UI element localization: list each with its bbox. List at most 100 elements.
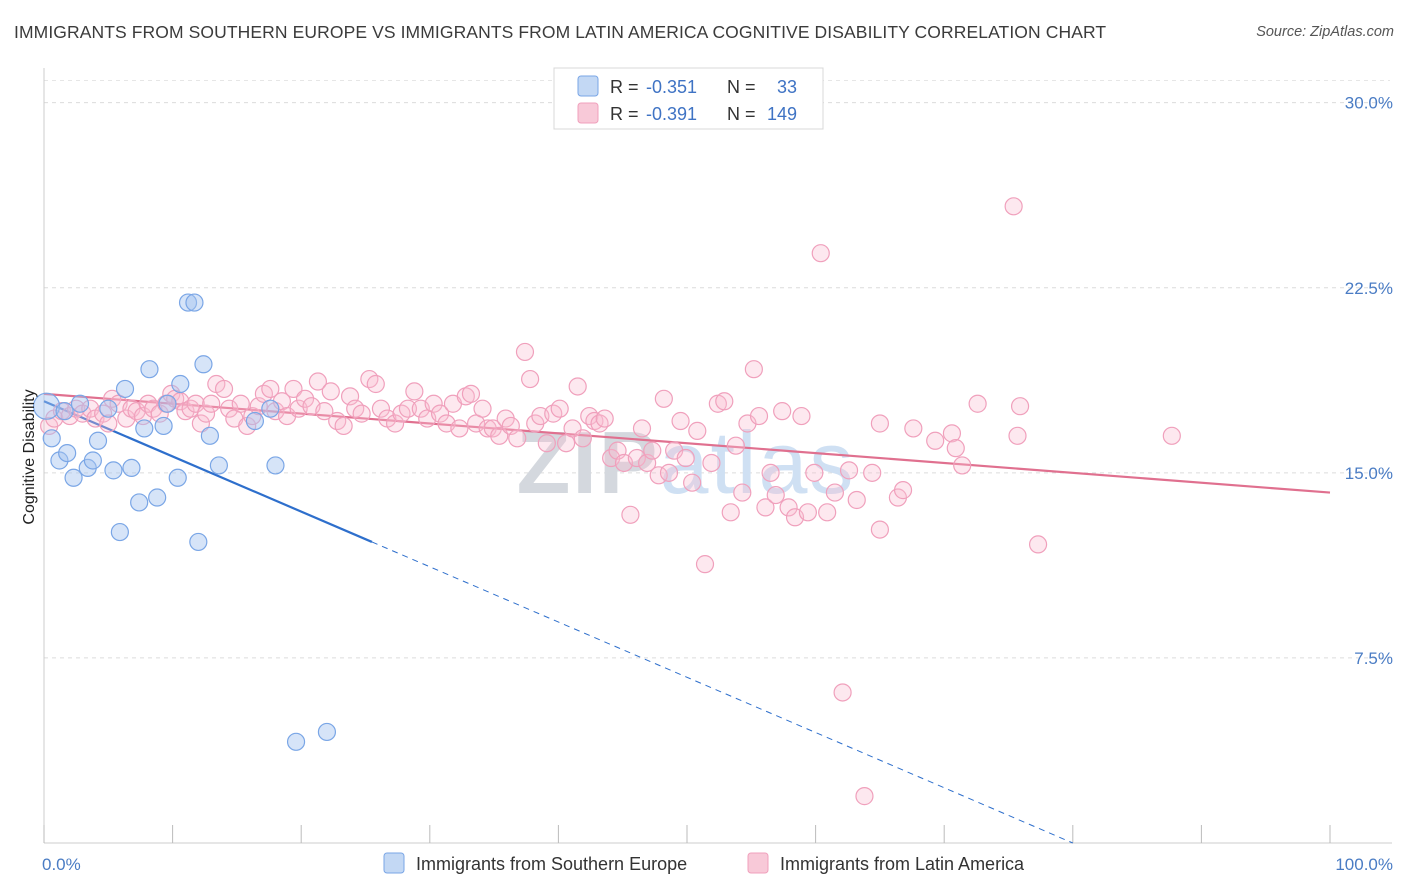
point-latin-america-68: [450, 419, 469, 438]
point-southern-europe-18: [148, 488, 167, 507]
point-southern-europe-9: [88, 431, 108, 450]
point-latin-america-42: [284, 379, 303, 399]
point-latin-america-30: [214, 379, 234, 399]
point-latin-america-9: [99, 414, 118, 433]
point-latin-america-46: [308, 372, 328, 391]
point-latin-america-116: [733, 483, 752, 502]
point-latin-america-113: [715, 392, 734, 411]
grid-lines: [44, 79, 1390, 659]
point-latin-america-75: [490, 426, 509, 445]
point-latin-america-135: [855, 787, 874, 806]
point-southern-europe-10: [99, 399, 118, 418]
point-latin-america-31: [220, 399, 239, 418]
point-southern-europe-6: [70, 394, 90, 413]
point-latin-america-92: [590, 414, 609, 433]
point-latin-america-120: [756, 498, 775, 517]
data-points: [32, 197, 1181, 806]
point-latin-america-103: [654, 389, 673, 408]
point-latin-america-141: [904, 419, 923, 438]
legend-n-value-2: 149: [767, 104, 797, 124]
point-latin-america-35: [243, 406, 262, 426]
y-tick-label-2: 22.5%: [1345, 279, 1393, 298]
point-latin-america-64: [424, 394, 443, 413]
point-latin-america-111: [702, 453, 721, 473]
point-southern-europe-1: [42, 429, 61, 448]
point-latin-america-146: [968, 394, 987, 413]
point-latin-america-118: [744, 360, 763, 379]
point-latin-america-28: [202, 394, 221, 413]
point-latin-america-140: [893, 481, 913, 500]
legend-swatch-southern-europe: [577, 75, 599, 97]
point-southern-europe-12: [110, 522, 129, 542]
point-latin-america-83: [537, 434, 556, 453]
point-latin-america-85: [550, 399, 569, 418]
point-latin-america-97: [621, 505, 640, 524]
point-latin-america-144: [946, 439, 965, 458]
point-latin-america-99: [632, 419, 652, 438]
trend-line-southern-europe-extension: [371, 541, 1073, 844]
point-southern-europe-20: [158, 394, 177, 413]
trend-line-southern-europe: [43, 400, 373, 543]
point-latin-america-88: [568, 377, 587, 396]
point-latin-america-124: [779, 498, 798, 517]
chart-title: IMMIGRANTS FROM SOUTHERN EUROPE VS IMMIG…: [14, 22, 1107, 42]
point-southern-europe-28: [209, 456, 228, 475]
bottom-legend-label-latin-america: Immigrants from Latin America: [780, 854, 1025, 874]
point-latin-america-33: [231, 394, 250, 413]
point-latin-america-128: [805, 463, 824, 482]
bottom-legend-label-southern-europe: Immigrants from Southern Europe: [416, 854, 687, 874]
point-latin-america-132: [833, 683, 852, 702]
point-latin-america-107: [676, 448, 695, 468]
legend-r-label-2: R =: [610, 104, 639, 124]
point-southern-europe-11: [104, 461, 123, 480]
point-latin-america-136: [863, 463, 882, 482]
point-latin-america-70: [461, 384, 481, 403]
watermark-atlas: atlas: [660, 413, 856, 512]
point-latin-america-123: [773, 402, 792, 421]
point-southern-europe-25: [189, 532, 208, 552]
point-southern-europe-19: [154, 416, 173, 436]
y-tick-label-3: 30.0%: [1345, 94, 1393, 113]
point-latin-america-143: [942, 424, 962, 443]
bottom-legend-swatch-latin-america: [747, 852, 769, 874]
chart-source: Source: ZipAtlas.com: [1256, 24, 1394, 40]
point-latin-america-27: [196, 404, 216, 423]
point-latin-america-74: [483, 419, 502, 438]
point-southern-europe-13: [115, 379, 135, 399]
y-tick-label-0: 7.5%: [1354, 649, 1393, 668]
point-latin-america-121: [761, 463, 780, 482]
point-southern-europe-2: [50, 451, 69, 470]
point-latin-america-38: [261, 379, 280, 399]
point-latin-america-114: [721, 503, 740, 522]
point-latin-america-78: [508, 429, 527, 448]
legend-n-label-2: N =: [727, 104, 756, 124]
point-southern-europe-23: [178, 293, 198, 312]
point-southern-europe-21: [168, 468, 187, 487]
point-southern-europe-15: [130, 493, 149, 512]
point-latin-america-122: [766, 485, 785, 505]
legend-n-value-1: 33: [777, 77, 797, 97]
point-southern-europe-5: [64, 468, 83, 487]
point-southern-europe-30: [261, 399, 280, 418]
point-latin-america-56: [371, 399, 391, 418]
point-latin-america-61: [405, 382, 424, 401]
bottom-legend: Immigrants from Southern Europe Immigran…: [383, 852, 1025, 874]
point-latin-america-133: [839, 461, 859, 480]
point-latin-america-98: [627, 448, 646, 468]
point-latin-america-126: [792, 406, 811, 426]
point-southern-europe-27: [200, 426, 219, 445]
point-latin-america-106: [671, 411, 690, 431]
point-latin-america-44: [295, 389, 315, 408]
point-latin-america-142: [926, 431, 945, 450]
point-latin-america-151: [1162, 426, 1181, 445]
point-latin-america-148: [1008, 426, 1027, 445]
point-latin-america-104: [659, 463, 679, 482]
point-latin-america-130: [818, 503, 837, 522]
point-latin-america-53: [352, 404, 371, 423]
point-latin-america-138: [870, 520, 890, 539]
point-latin-america-60: [398, 399, 418, 418]
point-latin-america-26: [191, 414, 210, 433]
legend: R = -0.351 N = 33 R = -0.391 N = 149: [553, 67, 824, 130]
point-latin-america-16: [139, 394, 158, 413]
